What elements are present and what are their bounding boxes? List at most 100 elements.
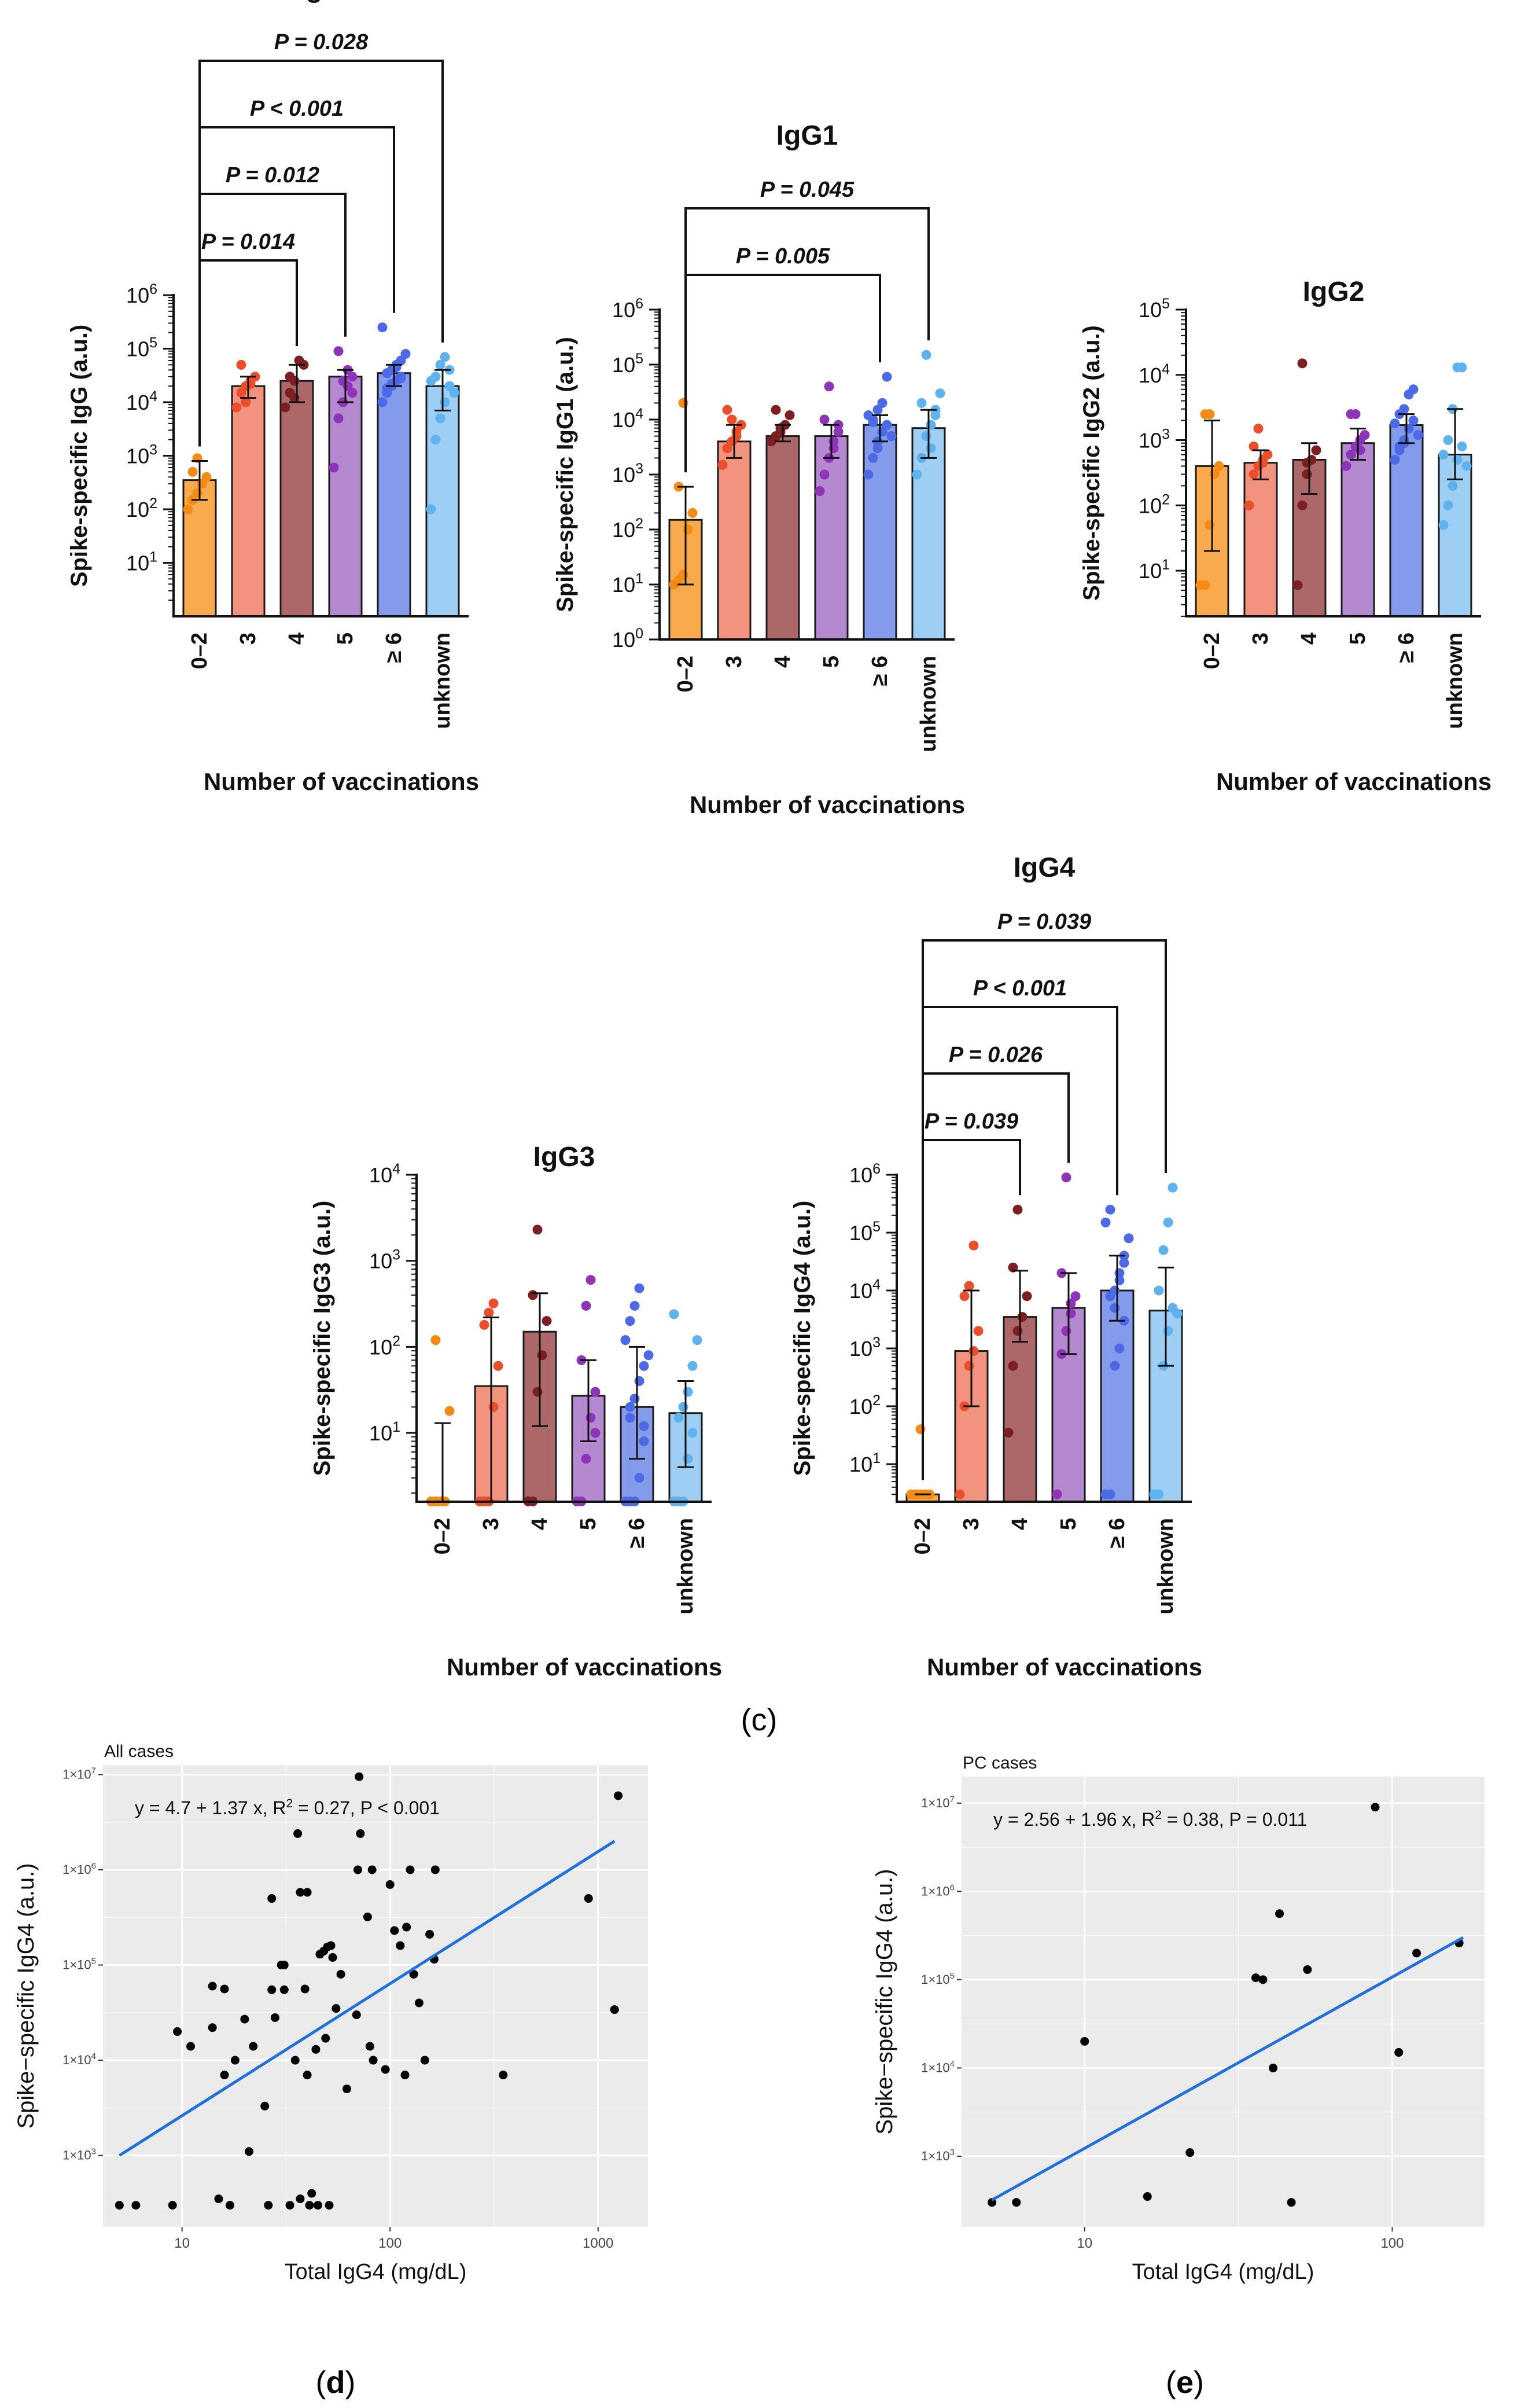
data-point <box>220 1984 229 1994</box>
data-point <box>321 2034 330 2043</box>
bar-1 <box>717 440 752 641</box>
data-point <box>396 373 406 384</box>
data-point <box>115 2201 124 2210</box>
bar-1 <box>1243 462 1278 617</box>
data-point <box>1249 469 1259 479</box>
significance-label: P = 0.012 <box>226 163 319 188</box>
data-point <box>1070 1291 1081 1302</box>
chart-igg3: 101 102 103 104 0–2 3 4 5 ≥ 6 unknown Number of va… <box>310 1142 722 1681</box>
data-point <box>1114 1275 1125 1285</box>
data-point <box>1341 461 1351 471</box>
data-point <box>687 508 698 518</box>
data-point <box>1275 1909 1284 1918</box>
data-point <box>214 2194 223 2204</box>
data-point <box>329 462 339 473</box>
data-point <box>493 1361 503 1371</box>
data-point <box>435 413 445 424</box>
data-point <box>220 2071 229 2080</box>
data-point <box>1399 404 1409 414</box>
chart-igg2: 101 102 103 104 105 0–2 3 4 5 ≥ 6 unknown Number of… <box>1079 277 1491 795</box>
data-point <box>643 1350 654 1361</box>
y-tick-label: 101 <box>369 1419 400 1445</box>
data-point <box>338 376 348 386</box>
data-point <box>683 524 693 535</box>
data-point <box>1390 418 1400 429</box>
y-tick-label: 1×104 <box>921 2059 955 2075</box>
y-tick-label: 106 <box>126 281 157 307</box>
data-point <box>208 1981 217 1991</box>
data-point <box>581 1300 591 1311</box>
bar-4 <box>1389 424 1424 617</box>
data-point <box>307 2189 316 2198</box>
x-category-label: ≥ 6 <box>1105 1518 1129 1549</box>
x-tick-label: 10 <box>1077 2236 1092 2251</box>
data-point <box>260 2101 270 2111</box>
data-point <box>1110 1285 1120 1296</box>
plot-background <box>962 1777 1485 2227</box>
y-axis-title: Spike−specific IgG4 (a.u.) <box>872 1869 897 2134</box>
data-point <box>1355 445 1365 455</box>
data-point <box>1205 520 1215 530</box>
y-tick-label: 104 <box>612 406 643 432</box>
panel-label-d: (d) <box>316 2365 356 2400</box>
data-point <box>722 405 732 415</box>
data-point <box>678 1402 688 1412</box>
chart-igg1: 100 101 102 103 104 105 106 0–2 3 4 5 ≥ 6 unknown Num… <box>553 120 965 818</box>
x-axis-title: Number of vaccinations <box>204 768 479 795</box>
chart-title: PC cases <box>963 1753 1037 1773</box>
x-tick-label: 100 <box>378 2236 402 2251</box>
data-point <box>333 413 344 424</box>
data-point <box>634 1473 645 1483</box>
data-point <box>336 1969 345 1979</box>
data-point <box>683 1387 693 1397</box>
regression-equation: y = 4.7 + 1.37 x, R2 = 0.27, P < 0.001 <box>135 1797 440 1818</box>
data-point <box>333 346 344 356</box>
data-point <box>449 388 459 398</box>
x-category-label: 0–2 <box>911 1518 935 1554</box>
data-point <box>488 1402 499 1412</box>
x-category-label: 0–2 <box>673 656 698 692</box>
data-point <box>225 2201 234 2210</box>
data-point <box>1287 2198 1296 2207</box>
data-point <box>1297 358 1308 369</box>
x-category-label: 5 <box>1056 1518 1081 1530</box>
data-point <box>1292 580 1303 590</box>
x-category-label: ≥ 6 <box>625 1518 649 1549</box>
x-category-label: 3 <box>959 1518 984 1530</box>
chart-title: IgG2 <box>1303 277 1365 307</box>
x-category-label: unknown <box>430 633 455 729</box>
data-point <box>1390 454 1400 465</box>
data-point <box>1066 1308 1076 1319</box>
data-point <box>1408 384 1419 395</box>
data-point <box>1251 1973 1261 1983</box>
x-category-label: unknown <box>1154 1518 1178 1615</box>
chart-igg: 101 102 103 104 105 106 0–2 3 4 5 ≥ 6 unknown Number… <box>67 0 479 795</box>
x-axis-title: Total IgG4 (mg/dL) <box>285 2260 467 2284</box>
data-point <box>1154 1489 1164 1499</box>
data-point <box>267 1985 277 1994</box>
data-point <box>440 352 450 362</box>
data-point <box>973 1326 984 1336</box>
data-point <box>639 1421 649 1431</box>
data-point <box>824 381 834 392</box>
data-point <box>1394 2048 1404 2057</box>
data-point <box>1205 409 1215 420</box>
data-point <box>290 2056 300 2065</box>
bar-2 <box>765 435 800 641</box>
data-point <box>921 350 931 360</box>
panel-label-c: (c) <box>741 1703 778 1737</box>
data-point <box>1346 450 1356 460</box>
data-point <box>270 2013 279 2022</box>
y-tick-label: 101 <box>126 549 157 575</box>
data-point <box>590 1387 601 1397</box>
chart-title: All cases <box>104 1742 174 1761</box>
data-point <box>332 2004 341 2013</box>
x-category-label: unknown <box>673 1518 698 1615</box>
data-point <box>1443 435 1453 446</box>
data-point <box>391 362 402 373</box>
data-point <box>285 372 295 382</box>
data-point <box>687 1428 698 1438</box>
y-tick-label: 1×107 <box>921 1795 955 1810</box>
data-point <box>625 1316 635 1326</box>
data-point <box>1124 1233 1134 1244</box>
